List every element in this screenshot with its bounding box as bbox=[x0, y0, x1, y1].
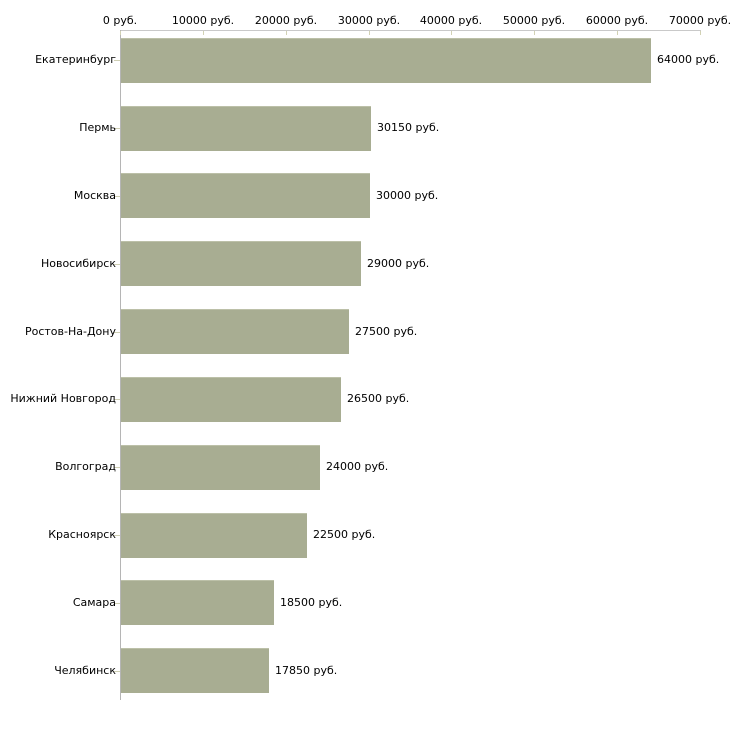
y-axis-tick bbox=[114, 603, 120, 604]
bar bbox=[121, 377, 341, 422]
x-axis-tick-label: 40000 руб. bbox=[419, 14, 483, 27]
value-label: 30150 руб. bbox=[377, 121, 440, 134]
value-label: 24000 руб. bbox=[326, 460, 389, 473]
y-axis-tick bbox=[114, 60, 120, 61]
y-axis-tick bbox=[114, 467, 120, 468]
category-label: Челябинск bbox=[54, 664, 116, 677]
bar bbox=[121, 648, 269, 693]
category-label: Самара bbox=[72, 596, 116, 609]
value-label: 64000 руб. bbox=[657, 53, 720, 66]
value-label: 29000 руб. bbox=[367, 257, 430, 270]
bar bbox=[121, 106, 371, 151]
x-axis-line bbox=[120, 30, 701, 31]
value-label: 18500 руб. bbox=[280, 596, 343, 609]
x-axis-tick-label: 0 руб. bbox=[102, 14, 138, 27]
y-axis-tick bbox=[114, 671, 120, 672]
bar bbox=[121, 513, 307, 558]
x-axis-tick-label: 20000 руб. bbox=[254, 14, 318, 27]
category-label: Волгоград bbox=[55, 460, 116, 473]
x-axis-tick bbox=[120, 31, 121, 35]
x-axis-tick bbox=[286, 31, 287, 35]
x-axis-tick bbox=[451, 31, 452, 35]
category-label: Пермь bbox=[79, 121, 116, 134]
bar bbox=[121, 309, 349, 354]
value-label: 22500 руб. bbox=[313, 528, 376, 541]
x-axis-tick-label: 10000 руб. bbox=[171, 14, 235, 27]
value-label: 26500 руб. bbox=[347, 392, 410, 405]
category-label: Красноярск bbox=[48, 528, 116, 541]
x-axis-tick bbox=[534, 31, 535, 35]
category-label: Нижний Новгород bbox=[10, 392, 116, 405]
bar bbox=[121, 38, 651, 83]
y-axis-tick bbox=[114, 128, 120, 129]
value-label: 30000 руб. bbox=[376, 189, 439, 202]
bar bbox=[121, 580, 274, 625]
category-label: Екатеринбург bbox=[35, 53, 116, 66]
y-axis-tick bbox=[114, 535, 120, 536]
x-axis-tick bbox=[203, 31, 204, 35]
bar bbox=[121, 173, 370, 218]
x-axis-tick-label: 70000 руб. bbox=[668, 14, 730, 27]
category-label: Ростов-На-Дону bbox=[24, 325, 116, 338]
category-label: Новосибирск bbox=[40, 257, 116, 270]
x-axis-tick bbox=[369, 31, 370, 35]
y-axis-tick bbox=[114, 399, 120, 400]
category-label: Москва bbox=[73, 189, 116, 202]
x-axis-tick bbox=[700, 31, 701, 35]
y-axis-line bbox=[120, 30, 121, 700]
y-axis-tick bbox=[114, 264, 120, 265]
bar bbox=[121, 445, 320, 490]
y-axis-tick bbox=[114, 196, 120, 197]
bar bbox=[121, 241, 361, 286]
x-axis-tick-label: 30000 руб. bbox=[337, 14, 401, 27]
x-axis-tick-label: 60000 руб. bbox=[585, 14, 649, 27]
x-axis-tick bbox=[617, 31, 618, 35]
x-axis-tick-label: 50000 руб. bbox=[502, 14, 566, 27]
value-label: 27500 руб. bbox=[355, 325, 418, 338]
value-label: 17850 руб. bbox=[275, 664, 338, 677]
y-axis-tick bbox=[114, 332, 120, 333]
